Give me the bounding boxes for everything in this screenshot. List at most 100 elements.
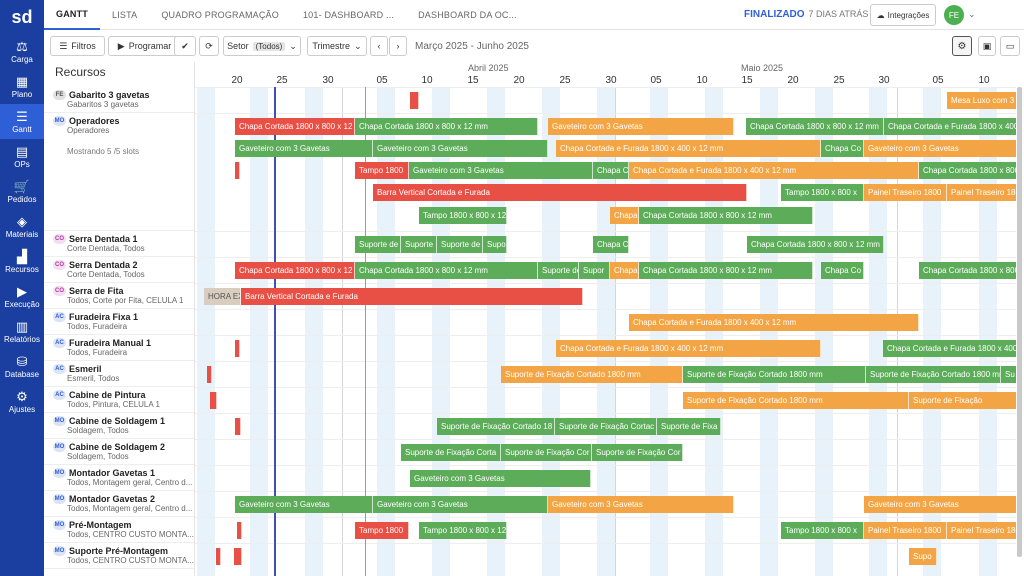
task-bar[interactable]: Gaveteiro com 3 Gavetas xyxy=(864,496,1016,513)
resource-row[interactable]: FE Gabarito 3 gavetas Gabaritos 3 gavetas xyxy=(44,87,194,113)
period-select[interactable]: Trimestre ⌄ xyxy=(307,36,367,56)
task-bar[interactable]: Painel Traseiro 1800 xyxy=(947,522,1016,539)
task-bar[interactable]: Chapa Cortada e Furada 1800 x 400 x 12 m… xyxy=(556,340,821,357)
task-bar[interactable]: Supo xyxy=(483,236,507,253)
task-bar[interactable]: Suporte de Fixação xyxy=(909,392,1016,409)
task-bar[interactable]: Suporte de Fixação Cor xyxy=(501,444,592,461)
tab-gantt[interactable]: GANTT xyxy=(44,0,100,30)
resource-row[interactable]: MO Montador Gavetas 1 Todos, Montagem ger… xyxy=(44,465,194,491)
task-bar[interactable]: Barra Vertical Cortada e Furada xyxy=(241,288,583,305)
task-bar[interactable]: Chapa C xyxy=(593,236,629,253)
resource-row[interactable]: MO Montador Gavetas 2 Todos, Montagem ger… xyxy=(44,491,194,517)
check-button[interactable]: ✔ xyxy=(174,36,196,56)
task-bar[interactable]: Tampo 1800 x 800 x xyxy=(781,184,864,201)
task-bar[interactable]: Su xyxy=(1001,366,1016,383)
task-bar[interactable]: Gaveteiro com 3 Gavetas xyxy=(410,470,591,487)
avatar[interactable]: FE xyxy=(944,5,964,25)
task-bar[interactable]: Painel Traseiro 1800 xyxy=(864,522,947,539)
sidebar-item-ajustes[interactable]: ⚙ Ajustes xyxy=(0,384,44,419)
sidebar-item-recursos[interactable]: ▟ Recursos xyxy=(0,244,44,279)
task-bar[interactable]: Tampo 1800 xyxy=(355,522,409,539)
save-button[interactable]: ▣ xyxy=(978,36,996,56)
prev-period-button[interactable]: ‹ xyxy=(370,36,388,56)
task-bar[interactable]: Chapa Cortada 1800 x 800 x 12 xyxy=(235,118,355,135)
next-period-button[interactable]: › xyxy=(389,36,407,56)
task-bar[interactable] xyxy=(234,548,242,565)
task-bar[interactable]: Chapa Cortada e Furada 1800 x 400 x 12 m… xyxy=(629,314,919,331)
integrations-button[interactable]: ☁ Integrações xyxy=(870,4,936,26)
task-bar[interactable]: Painel Traseiro 1800 xyxy=(947,184,1016,201)
sidebar-item-database[interactable]: ⛁ Database xyxy=(0,349,44,384)
tab-quadro-programacao[interactable]: QUADRO PROGRAMAÇÃO xyxy=(161,9,279,20)
task-bar[interactable]: HORA EXTRA xyxy=(204,288,241,305)
task-bar[interactable]: Tampo 1800 xyxy=(355,162,409,179)
task-bar[interactable]: Chapa Cortada 1800 x 800 x 12 xyxy=(919,262,1016,279)
refresh-button[interactable]: ⟳ xyxy=(199,36,219,56)
sidebar-item-carga[interactable]: ⚖ Carga xyxy=(0,34,44,69)
task-bar[interactable]: Suporte de Fixação Cortado 1800 mm xyxy=(866,366,1001,383)
task-bar[interactable]: Supor xyxy=(579,262,610,279)
program-button[interactable]: ▶ Programar xyxy=(108,36,181,56)
filters-button[interactable]: ☰ Filtros xyxy=(50,36,105,56)
tab-lista[interactable]: LISTA xyxy=(112,9,138,20)
task-bar[interactable]: Chapa Cortada 1800 x 800 x 12 xyxy=(919,162,1016,179)
resource-row[interactable]: MO Cabine de Soldagem 2 Soldagem, Todos xyxy=(44,439,194,465)
sidebar-item-ops[interactable]: ▤ OPs xyxy=(0,139,44,174)
sidebar-item-materiais[interactable]: ◈ Materiais xyxy=(0,209,44,244)
vertical-scrollbar[interactable] xyxy=(1017,87,1022,557)
task-bar[interactable] xyxy=(235,418,241,435)
task-bar[interactable]: Chapa Cortada e Furada 1800 x 400 x 12 m… xyxy=(629,162,919,179)
resource-row[interactable]: AC Cabine de Pintura Todos, Pintura, CELU… xyxy=(44,387,194,413)
task-bar[interactable]: Suporte de Fixação Cor xyxy=(592,444,683,461)
task-bar[interactable]: Suporte de Fixação Cortado 1800 mm xyxy=(683,366,866,383)
task-bar[interactable]: Chapa Cortada 1800 x 800 x 12 mm xyxy=(747,236,884,253)
task-bar[interactable]: Tampo 1800 x 800 x 12 xyxy=(419,207,507,224)
task-bar[interactable] xyxy=(235,162,240,179)
task-bar[interactable]: Mesa Luxo com 3 xyxy=(947,92,1016,109)
task-bar[interactable]: Barra Vertical Cortada e Furada xyxy=(373,184,747,201)
task-bar[interactable]: Suporte de xyxy=(437,236,483,253)
task-bar[interactable]: Suporte de Fixa xyxy=(657,418,721,435)
task-bar[interactable]: Chapa Cortada e Furada 1800 x 400 xyxy=(883,340,1016,357)
task-bar[interactable]: Chapa Cortada 1800 x 800 x 12 mm xyxy=(355,262,538,279)
resource-row[interactable]: CO Serra de Fita Todos, Corte por Fita, C… xyxy=(44,283,194,309)
task-bar[interactable] xyxy=(235,340,240,357)
resource-row[interactable]: AC Furadeira Manual 1 Todos, Furadeira xyxy=(44,335,194,361)
task-bar[interactable] xyxy=(216,548,221,565)
sector-select[interactable]: Setor (Todos) ⌄ xyxy=(223,36,301,56)
task-bar[interactable]: Chapa Cortada 1800 x 800 x 12 mm xyxy=(355,118,538,135)
task-bar[interactable]: Suporte de Fixação Cortac xyxy=(555,418,657,435)
tab-dashboard-101[interactable]: 101- DASHBOARD ... xyxy=(302,9,395,20)
task-bar[interactable]: Gaveteiro com 3 Gavetas xyxy=(548,496,734,513)
task-bar[interactable]: Chapa Cortada 1800 x 800 x 12 mm xyxy=(639,207,813,224)
task-bar[interactable]: Chapa Co xyxy=(821,140,864,157)
task-bar[interactable] xyxy=(210,392,217,409)
task-bar[interactable]: Chapa Co xyxy=(821,262,864,279)
task-bar[interactable]: Gaveteiro com 3 Gavetas xyxy=(235,496,373,513)
gantt-chart[interactable]: Mesa Luxo com 3 Chapa Cortada 1800 x 800 … xyxy=(194,87,1016,576)
open-folder-button[interactable]: ▭ xyxy=(1000,36,1020,56)
sidebar-item-plano[interactable]: ▦ Plano xyxy=(0,69,44,104)
task-bar[interactable]: Suporte de xyxy=(538,262,579,279)
task-bar[interactable]: Gaveteiro com 3 Gavetas xyxy=(548,118,734,135)
resource-row[interactable]: MO Pré-Montagem Todos, CENTRO CUSTO MONTA… xyxy=(44,517,194,543)
task-bar[interactable]: Gaveteiro com 3 Gavetas xyxy=(373,496,548,513)
resource-row[interactable]: MO Suporte Pré-Montagem Todos, CENTRO CUS… xyxy=(44,543,194,569)
task-bar[interactable] xyxy=(410,92,419,109)
task-bar[interactable]: Painel Traseiro 1800 xyxy=(864,184,947,201)
task-bar[interactable]: Suporte xyxy=(401,236,437,253)
resource-row[interactable]: MO Cabine de Soldagem 1 Soldagem, Todos xyxy=(44,413,194,439)
task-bar[interactable]: Supo xyxy=(909,548,937,565)
chevron-down-icon[interactable]: ⌄ xyxy=(968,9,976,19)
resource-row[interactable]: CO Serra Dentada 1 Corte Dentada, Todos xyxy=(44,231,194,257)
task-bar[interactable] xyxy=(207,366,212,383)
sidebar-item-pedidos[interactable]: 🛒 Pedidos xyxy=(0,174,44,209)
task-bar[interactable]: Chapa Cortada e Furada 1800 x 400 x 12 m… xyxy=(556,140,821,157)
resource-row[interactable]: MO Operadores Operadores Mostrando 5 /5 sl… xyxy=(44,113,194,231)
task-bar[interactable]: Chapa Cortada 1800 x 800 x 12 mm xyxy=(746,118,884,135)
task-bar[interactable]: Gaveteiro com 3 Gavetas xyxy=(864,140,1016,157)
task-bar[interactable]: Gaveteiro com 3 Gavetas xyxy=(373,140,548,157)
task-bar[interactable]: Chapa xyxy=(610,207,639,224)
task-bar[interactable]: Chapa Cortada 1800 x 800 x 12 xyxy=(235,262,355,279)
app-logo[interactable]: sd xyxy=(11,6,33,27)
